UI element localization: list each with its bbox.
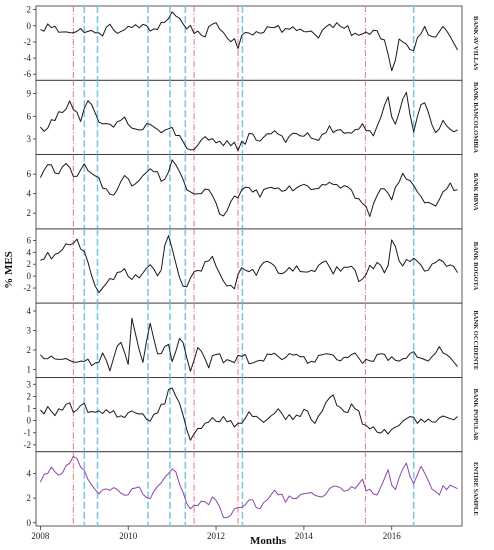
y-tick-label: 2	[27, 493, 32, 503]
y-tick-label: 2	[27, 345, 32, 355]
panel-0: 2 0 -2 -4 -6 BANK AV VILLAS	[24, 5, 479, 81]
panel-5: 3 2 1 0 -1 -2 BANK POPULAR	[24, 377, 479, 453]
x-tick-label: 2014	[295, 531, 314, 541]
y-tick-label: 2	[27, 5, 32, 15]
panel-label: BANK POPULAR	[472, 389, 479, 441]
series-line	[40, 317, 458, 372]
panel-frame	[35, 154, 463, 230]
y-tick-label: 4	[27, 189, 32, 199]
y-tick-label: 0	[27, 21, 32, 31]
y-tick-label: -1	[24, 428, 32, 438]
y-axis-title: % MES	[3, 251, 15, 289]
y-tick-label: 2	[27, 391, 32, 401]
series-line	[40, 91, 458, 152]
y-tick-label: 6	[27, 111, 32, 121]
panel-frame	[35, 451, 463, 527]
panels-group: 2 0 -2 -4 -6 BANK AV VILLAS 9 6 3 BANK BANCOLOMBI…	[24, 5, 480, 528]
panel-frame	[35, 302, 463, 378]
panel-frame	[35, 79, 463, 155]
panel-label: BANK BOGOTA	[472, 242, 479, 291]
panel-label: BANK BANCOLOMBIA	[472, 82, 479, 153]
x-tick-label: 2016	[383, 531, 402, 541]
y-tick-label: 4	[27, 247, 32, 257]
y-tick-label: -4	[24, 53, 32, 63]
x-tick-label: 2012	[207, 531, 225, 541]
x-axis-title: Months	[250, 535, 287, 547]
y-tick-label: 0	[27, 416, 32, 426]
series-line	[40, 387, 458, 441]
y-tick-label: 6	[27, 169, 32, 179]
y-tick-label: 4	[27, 468, 32, 478]
panel-2: 6 4 2 BANK BBVA	[27, 154, 479, 230]
x-tick-label: 2010	[119, 531, 138, 541]
panel-3: 6 4 2 0 -2 BANK BOGOTA	[24, 228, 479, 304]
y-tick-label: -2	[24, 440, 32, 450]
y-tick-label: 3	[27, 134, 32, 144]
y-tick-label: -6	[24, 69, 32, 79]
panel-label: BANK OCCIDENTE	[472, 310, 479, 370]
panel-frame	[35, 377, 463, 453]
series-line	[40, 11, 459, 72]
y-tick-label: 0	[27, 518, 32, 528]
x-tick-label: 2008	[31, 531, 50, 541]
y-tick-label: -2	[24, 37, 32, 47]
panel-1: 9 6 3 BANK BANCOLOMBIA	[27, 79, 479, 155]
y-tick-label: 1	[27, 404, 32, 414]
y-tick-label: 9	[27, 89, 32, 99]
y-tick-label: 3	[27, 326, 32, 336]
y-tick-label: 0	[27, 271, 32, 281]
y-tick-label: 2	[27, 208, 32, 218]
panel-label: ENTIRE SAMPLE	[472, 462, 479, 516]
y-tick-label: 3	[27, 379, 32, 389]
series-line	[39, 455, 458, 519]
y-tick-label: 1	[27, 365, 32, 375]
y-tick-label: -2	[24, 283, 32, 293]
panel-label: BANK AV VILLAS	[472, 16, 479, 71]
series-line	[39, 159, 458, 217]
panel-label: BANK BBVA	[472, 173, 479, 211]
series-line	[40, 235, 459, 293]
panel-4: 4 3 2 1 BANK OCCIDENTE	[27, 302, 479, 378]
y-tick-label: 2	[27, 259, 32, 269]
y-tick-label: 6	[27, 235, 32, 245]
x-axis: 2008 2010 2012 2014 2016	[31, 526, 401, 541]
y-tick-label: 4	[27, 306, 32, 316]
panel-6: 4 2 0 ENTIRE SAMPLE	[27, 451, 479, 528]
